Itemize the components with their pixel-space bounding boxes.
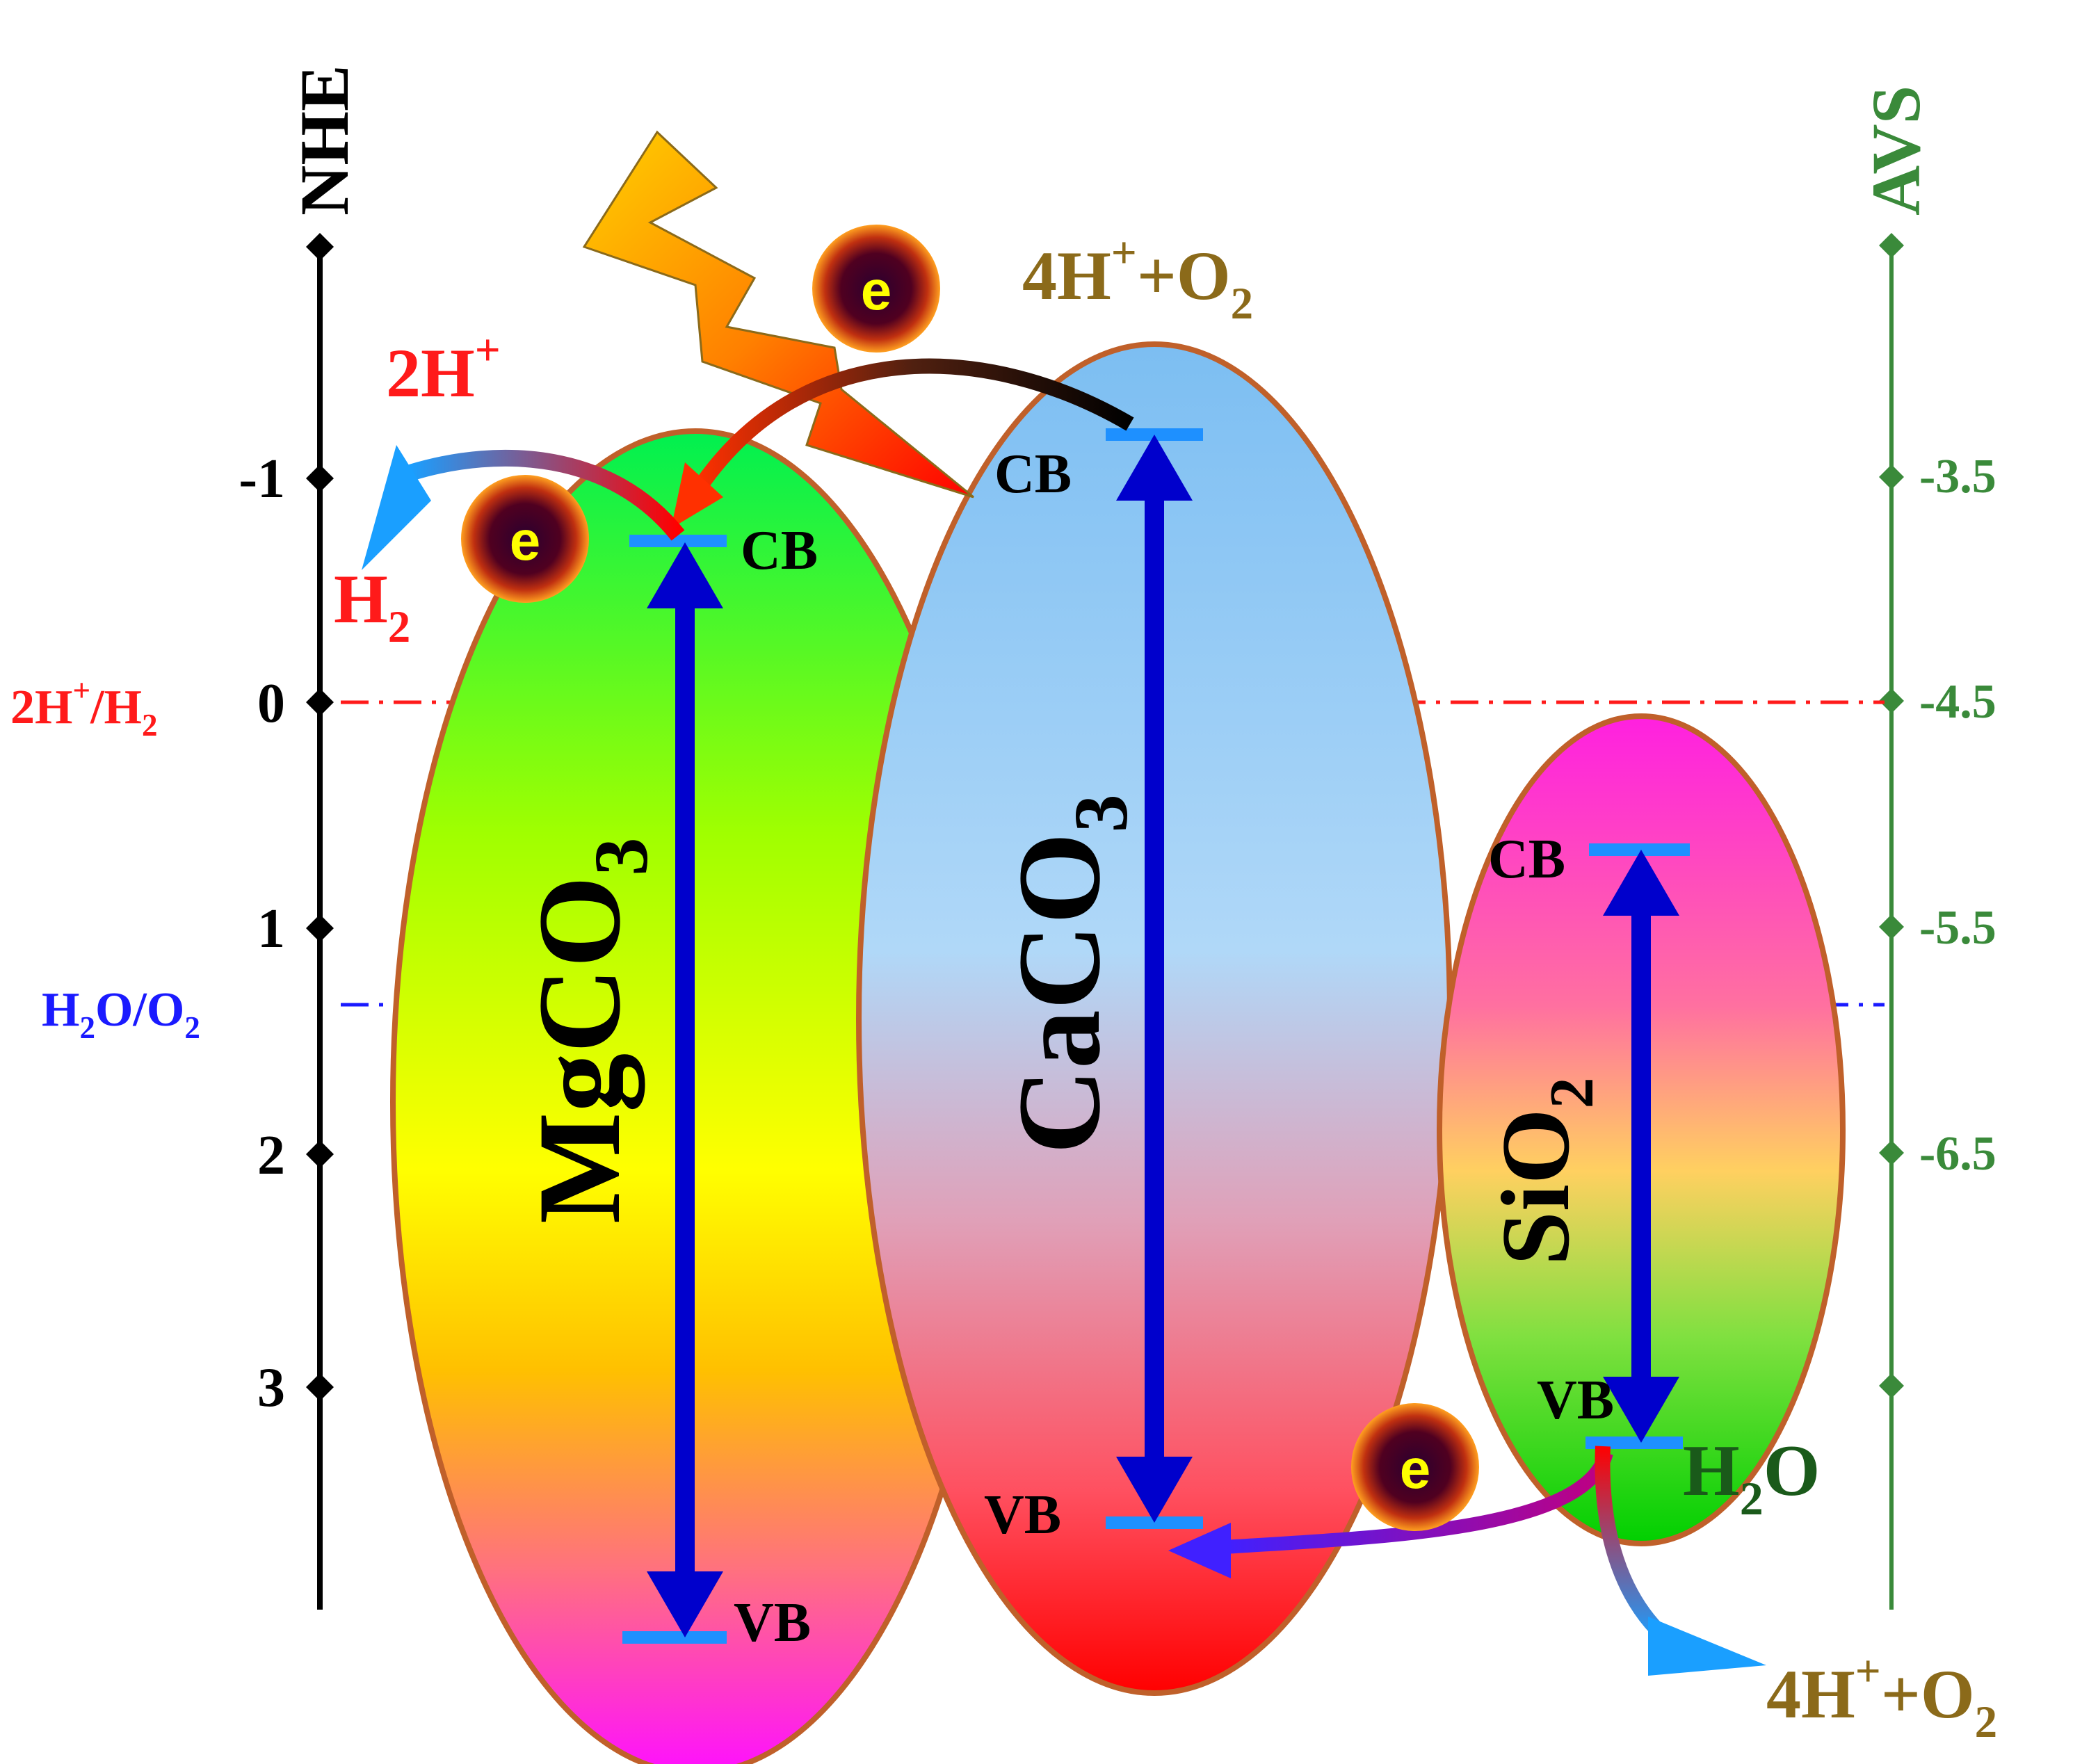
avs-tick-label: -4.5 xyxy=(1919,675,1996,729)
svg-text:e: e xyxy=(861,259,892,321)
mgco3-cb-label: CB xyxy=(741,520,818,581)
sio2-cb-label: CB xyxy=(1488,829,1565,890)
avs-tick-label: -5.5 xyxy=(1919,901,1996,955)
nhe-tick-label: 2 xyxy=(257,1125,285,1186)
caco3-to-mgco3-arrowhead xyxy=(671,462,723,528)
avs-tick-label: -3.5 xyxy=(1919,450,1996,503)
sio2-bands: CB VB xyxy=(1488,829,1690,1449)
sio2-to-caco3-arrowhead xyxy=(1168,1523,1231,1578)
nhe-axis: NHE -1 0 1 2 3 xyxy=(239,65,363,1610)
electron-icon: e xyxy=(812,225,940,353)
svg-text:e: e xyxy=(1400,1438,1431,1500)
sio2-vb-label: VB xyxy=(1537,1370,1614,1431)
mgco3-label: MgCO3 xyxy=(514,838,663,1224)
avs-axis: AVS -3.5 -4.5 -5.5 -6.5 xyxy=(1857,86,1996,1610)
caco3-cb-label: CB xyxy=(994,444,1072,505)
caco3-label: CaCO3 xyxy=(994,794,1143,1154)
avs-tick-label: -6.5 xyxy=(1919,1127,1996,1181)
mgco3-bands: CB VB xyxy=(622,520,818,1653)
nhe-diamonds xyxy=(306,233,334,1401)
caco3-vb-label: VB xyxy=(984,1484,1061,1546)
h-level-label: 2H+/H2 xyxy=(10,673,158,743)
nhe-tick-label: -1 xyxy=(239,448,285,510)
two-h-plus-label: 2H+ xyxy=(386,325,501,412)
electron-icon: e xyxy=(1351,1403,1479,1531)
mgco3-vb-label: VB xyxy=(734,1592,811,1653)
avs-diamonds xyxy=(1879,233,1904,1398)
o2-bottom-label: 4H++O2 xyxy=(1766,1646,1997,1747)
water-to-o2-arrowhead xyxy=(1648,1617,1766,1676)
water-label: H2O xyxy=(1683,1430,1820,1525)
o-level-label: H2O/O2 xyxy=(42,983,200,1045)
caco3-bands: CB VB xyxy=(984,428,1203,1546)
avs-axis-title: AVS xyxy=(1857,86,1935,216)
o2-top-label: 4H++O2 xyxy=(1022,228,1253,329)
nhe-tick-label: 3 xyxy=(257,1357,285,1418)
nhe-tick-label: 0 xyxy=(257,673,285,734)
nhe-tick-label: 1 xyxy=(257,898,285,960)
svg-text:e: e xyxy=(510,510,541,572)
mgco3-to-h2-arrowhead xyxy=(362,445,431,570)
sio2-label: SiO2 xyxy=(1482,1077,1606,1265)
h2-label: H2 xyxy=(334,560,410,652)
light-bolt-icon xyxy=(582,130,974,499)
mgco3-to-h2-arrow xyxy=(408,449,685,541)
electron-icon: e xyxy=(461,475,589,603)
nhe-axis-title: NHE xyxy=(286,65,363,216)
sio2-to-caco3-arrow xyxy=(1223,1450,1613,1554)
caco3-to-mgco3-arrow xyxy=(688,358,1134,499)
